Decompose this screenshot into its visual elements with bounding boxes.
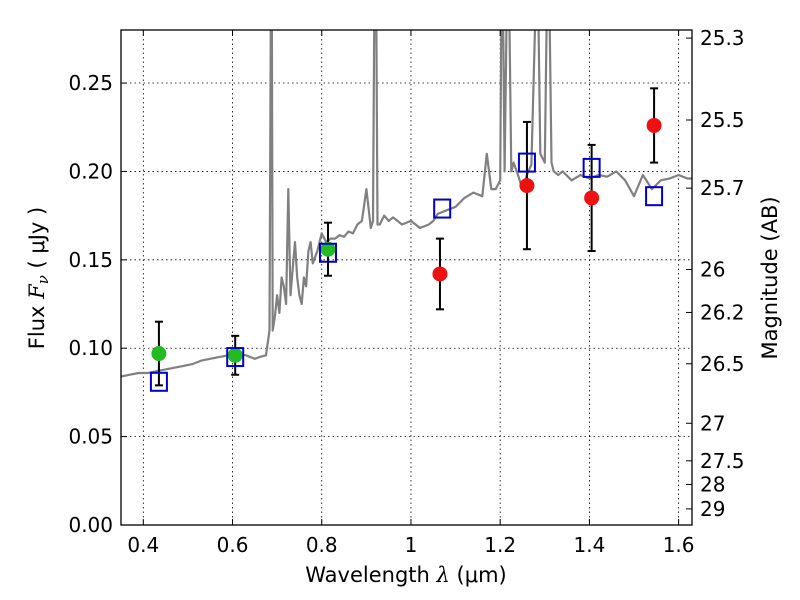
model-band-marker [433, 198, 452, 219]
observed-point [519, 120, 535, 251]
x-tick-label: 1.6 [663, 533, 695, 557]
x-tick-label: 0.6 [217, 533, 249, 557]
observed-point [227, 334, 243, 376]
observed-marker [227, 347, 243, 363]
magnitude-axis-label: Magnitude (AB) [758, 196, 782, 359]
observed-marker [320, 241, 336, 257]
magnitude-tick-label: 29 [700, 497, 725, 521]
observed-point [646, 87, 662, 164]
model-band-marker [582, 157, 601, 178]
x-tick-label: 0.8 [306, 533, 338, 557]
observed-marker [519, 178, 535, 194]
axis-ticks: 0.4 0.6 0.8 1 1.2 1.4 1.6 0.00 0.05 0.10 0.15 0.20 0… [68, 30, 695, 557]
magnitude-tick-label: 25.3 [700, 26, 745, 50]
model-spectrum [121, 30, 692, 378]
y-tick-label: 0.25 [68, 71, 113, 95]
observed-marker [584, 190, 600, 206]
observed-point [151, 320, 167, 387]
plot-frame [120, 29, 693, 526]
data-points [149, 87, 664, 392]
observed-point [432, 237, 448, 311]
observed-marker [432, 266, 448, 282]
y-tick-label: 0.15 [68, 248, 113, 272]
observed-marker [151, 346, 167, 362]
x-tick-label: 0.4 [127, 533, 159, 557]
x-tick-label: 1.2 [484, 533, 516, 557]
magnitude-tick-label: 25.7 [700, 176, 745, 200]
model-band-marker [517, 152, 536, 173]
model-band-marker [226, 347, 245, 368]
x-axis-label: Wavelength λ (μm) [305, 563, 506, 587]
x-tick-label: 1 [405, 533, 418, 557]
y-tick-label: 0.10 [68, 336, 113, 360]
magnitude-tick-label: 26 [700, 257, 725, 281]
model-band-marker [149, 371, 168, 392]
magnitude-tick-label: 26.5 [700, 352, 745, 376]
magnitude-tick-label: 27.5 [700, 449, 745, 473]
magnitude-tick-label: 26.2 [700, 300, 745, 324]
y-tick-label: 0.20 [68, 159, 113, 183]
observed-point [584, 143, 600, 252]
y-tick-label: 0.05 [68, 425, 113, 449]
model-band-marker [645, 186, 664, 207]
model-spectrum-line [121, 30, 692, 378]
x-tick-label: 1.4 [573, 533, 605, 557]
observed-point [320, 221, 336, 277]
magnitude-tick-label: 27 [700, 411, 725, 435]
grid [121, 30, 692, 525]
magnitude-tick-label: 25.5 [700, 108, 745, 132]
magnitude-tick-label: 28 [700, 473, 725, 497]
observed-marker [646, 117, 662, 133]
y-tick-label: 0.00 [68, 513, 113, 537]
model-band-marker [318, 242, 337, 263]
y-axis-label: Flux Fν ( μJy ) [25, 207, 52, 349]
